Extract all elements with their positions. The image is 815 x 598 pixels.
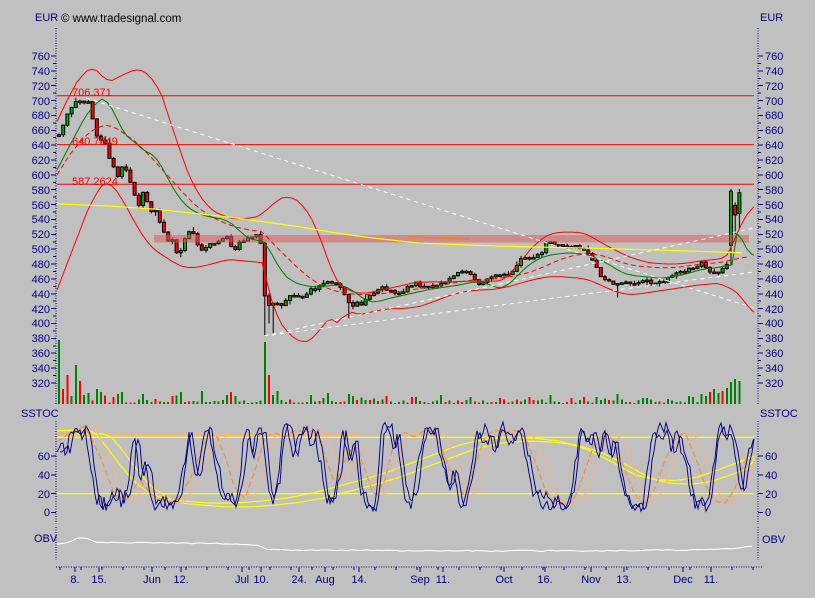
- svg-text:540: 540: [32, 214, 50, 226]
- svg-text:480: 480: [765, 259, 783, 271]
- svg-text:680: 680: [765, 110, 783, 122]
- svg-text:440: 440: [32, 289, 50, 301]
- svg-text:11.: 11.: [436, 574, 450, 586]
- svg-text:13.: 13.: [616, 574, 631, 586]
- svg-text:640: 640: [765, 140, 783, 152]
- svg-text:620: 620: [765, 155, 783, 167]
- svg-text:340: 340: [765, 363, 783, 375]
- svg-text:Jun: Jun: [143, 574, 161, 586]
- svg-text:60: 60: [765, 451, 777, 463]
- svg-text:OBV: OBV: [762, 534, 786, 546]
- svg-text:587.2624: 587.2624: [72, 176, 118, 188]
- svg-text:720: 720: [32, 81, 50, 93]
- svg-text:420: 420: [765, 304, 783, 316]
- svg-text:340: 340: [32, 363, 50, 375]
- svg-text:460: 460: [32, 274, 50, 286]
- svg-text:360: 360: [32, 348, 50, 360]
- svg-text:24.: 24.: [291, 574, 306, 586]
- svg-text:400: 400: [32, 318, 50, 330]
- svg-text:Jul: Jul: [235, 574, 249, 586]
- svg-text:Aug: Aug: [315, 574, 335, 586]
- svg-text:EUR: EUR: [760, 12, 783, 24]
- svg-text:14.: 14.: [351, 574, 366, 586]
- svg-text:20: 20: [38, 489, 50, 501]
- svg-text:700: 700: [32, 96, 50, 108]
- svg-text:400: 400: [765, 318, 783, 330]
- svg-text:520: 520: [765, 229, 783, 241]
- svg-text:460: 460: [765, 274, 783, 286]
- svg-text:Nov: Nov: [581, 574, 601, 586]
- svg-text:SSTOC: SSTOC: [21, 408, 59, 420]
- svg-text:620: 620: [32, 155, 50, 167]
- svg-text:8.: 8.: [70, 574, 79, 586]
- svg-text:720: 720: [765, 81, 783, 93]
- svg-text:15.: 15.: [91, 574, 106, 586]
- svg-text:360: 360: [765, 348, 783, 360]
- svg-text:540: 540: [765, 214, 783, 226]
- svg-text:40: 40: [765, 470, 777, 482]
- svg-text:600: 600: [765, 170, 783, 182]
- svg-text:Sep: Sep: [410, 574, 430, 586]
- svg-text:740: 740: [765, 66, 783, 78]
- svg-text:480: 480: [32, 259, 50, 271]
- svg-text:20: 20: [765, 489, 777, 501]
- svg-text:SSTOC: SSTOC: [760, 408, 798, 420]
- svg-text:10.: 10.: [253, 574, 268, 586]
- svg-text:40: 40: [38, 470, 50, 482]
- svg-text:380: 380: [32, 333, 50, 345]
- svg-text:500: 500: [765, 244, 783, 256]
- svg-text:640.7949: 640.7949: [72, 136, 118, 148]
- svg-text:12.: 12.: [173, 574, 188, 586]
- svg-text:Dec: Dec: [673, 574, 693, 586]
- svg-text:320: 320: [765, 378, 783, 390]
- svg-text:580: 580: [765, 185, 783, 197]
- svg-text:440: 440: [765, 289, 783, 301]
- svg-text:700: 700: [765, 96, 783, 108]
- svg-text:520: 520: [32, 229, 50, 241]
- svg-text:16.: 16.: [537, 574, 552, 586]
- svg-text:OBV: OBV: [34, 533, 58, 545]
- svg-text:Oct: Oct: [495, 574, 512, 586]
- svg-text:760: 760: [32, 51, 50, 63]
- svg-text:© www.tradesignal.com: © www.tradesignal.com: [61, 13, 181, 25]
- svg-text:680: 680: [32, 110, 50, 122]
- svg-text:740: 740: [32, 66, 50, 78]
- svg-text:0: 0: [765, 507, 771, 519]
- svg-text:500: 500: [32, 244, 50, 256]
- svg-text:660: 660: [765, 125, 783, 137]
- svg-text:560: 560: [32, 200, 50, 212]
- svg-text:11.: 11.: [704, 574, 718, 586]
- svg-text:EUR: EUR: [35, 12, 58, 24]
- svg-text:380: 380: [765, 333, 783, 345]
- svg-text:640: 640: [32, 140, 50, 152]
- svg-text:706.371: 706.371: [72, 87, 112, 99]
- svg-text:420: 420: [32, 304, 50, 316]
- svg-text:0: 0: [44, 507, 50, 519]
- svg-text:660: 660: [32, 125, 50, 137]
- svg-text:760: 760: [765, 51, 783, 63]
- svg-text:320: 320: [32, 378, 50, 390]
- svg-text:600: 600: [32, 170, 50, 182]
- svg-text:60: 60: [38, 451, 50, 463]
- svg-text:560: 560: [765, 200, 783, 212]
- svg-text:580: 580: [32, 185, 50, 197]
